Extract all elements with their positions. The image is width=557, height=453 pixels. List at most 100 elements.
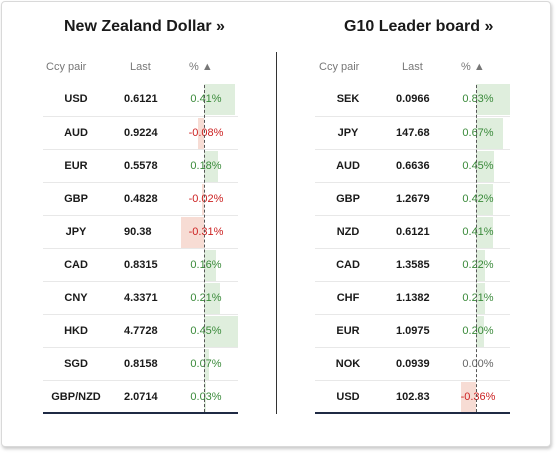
table-row[interactable]: EUR 0.5578 0.18% — [43, 149, 238, 182]
nzd-panel-title[interactable]: New Zealand Dollar » — [64, 18, 225, 35]
change-bar — [476, 217, 493, 248]
table-row[interactable]: USD 0.6121 0.41% — [43, 83, 238, 116]
pct-change-cell: 0.22% — [462, 259, 494, 271]
pct-change-cell: 0.41% — [190, 93, 222, 105]
table-row[interactable]: SGD 0.8158 0.07% — [43, 347, 238, 380]
table-row[interactable]: CAD 0.8315 0.16% — [43, 248, 238, 281]
change-bar — [476, 184, 494, 215]
ccy-pair-cell[interactable]: CHF — [336, 292, 360, 304]
zero-line — [476, 85, 477, 412]
pct-change-cell: 0.45% — [190, 325, 222, 337]
last-price-cell: 0.8158 — [124, 358, 158, 370]
table-row[interactable]: CAD 1.3585 0.22% — [315, 248, 510, 281]
change-bar — [476, 250, 485, 281]
ccy-pair-cell[interactable]: CAD — [336, 259, 360, 271]
last-price-cell: 0.5578 — [124, 160, 158, 172]
change-bar — [204, 151, 218, 182]
change-bar — [197, 118, 204, 149]
ccy-pair-cell[interactable]: GBP/NZD — [51, 391, 101, 403]
ccy-pair-cell[interactable]: USD — [336, 391, 360, 403]
last-price-cell: 0.8315 — [124, 259, 158, 271]
change-bar — [204, 84, 235, 115]
header-pct[interactable]: % ▲ — [189, 61, 213, 73]
change-bar — [180, 217, 204, 248]
table-row[interactable]: GBP 0.4828 -0.02% — [43, 182, 238, 215]
pct-change-cell: -0.36% — [460, 391, 496, 403]
nzd-table-body: USD 0.6121 0.41% AUD 0.9224 -0.08% EUR 0.5578 0.… — [43, 83, 238, 413]
header-ccy-pair[interactable]: Ccy pair — [319, 61, 360, 73]
pct-change-cell: 0.21% — [462, 292, 494, 304]
header-pct[interactable]: % ▲ — [461, 61, 485, 73]
table-row[interactable]: JPY 147.68 0.67% — [315, 116, 510, 149]
ccy-pair-cell[interactable]: SGD — [64, 358, 88, 370]
last-price-cell: 0.0966 — [396, 93, 430, 105]
ccy-pair-cell[interactable]: USD — [64, 93, 88, 105]
zero-line — [204, 85, 205, 412]
change-bar — [204, 349, 210, 380]
pct-change-cell: 0.03% — [190, 391, 222, 403]
ccy-pair-cell[interactable]: JPY — [337, 127, 359, 139]
pct-change-cell: 0.42% — [462, 193, 494, 205]
ccy-pair-cell[interactable]: AUD — [336, 160, 360, 172]
last-price-cell: 1.3585 — [396, 259, 430, 271]
ccy-pair-cell[interactable]: NZD — [336, 226, 360, 238]
ccy-pair-cell[interactable]: JPY — [65, 226, 87, 238]
last-price-cell: 0.6636 — [396, 160, 430, 172]
ccy-pair-cell[interactable]: GBP — [336, 193, 360, 205]
pct-change-cell: 0.83% — [462, 93, 494, 105]
last-price-cell: 0.6121 — [396, 226, 430, 238]
ccy-pair-cell[interactable]: CNY — [64, 292, 88, 304]
table-row[interactable]: CNY 4.3371 0.21% — [43, 281, 238, 314]
table-row[interactable]: JPY 90.38 -0.31% — [43, 215, 238, 248]
pct-change-cell: 0.16% — [190, 259, 222, 271]
pct-change-cell: 0.07% — [190, 358, 222, 370]
ccy-pair-cell[interactable]: HKD — [64, 325, 88, 337]
change-bar — [461, 382, 476, 413]
header-last[interactable]: Last — [130, 61, 151, 73]
table-row[interactable]: NZD 0.6121 0.41% — [315, 215, 510, 248]
change-bar — [476, 118, 504, 149]
table-bottom-rule — [43, 412, 238, 414]
pct-change-cell: 0.20% — [462, 325, 494, 337]
g10-panel-title[interactable]: G10 Leader board » — [344, 18, 494, 35]
table-row[interactable]: EUR 1.0975 0.20% — [315, 314, 510, 347]
ccy-pair-cell[interactable]: NOK — [335, 358, 361, 370]
panel-divider — [276, 52, 277, 414]
pct-change-cell: -0.02% — [188, 193, 224, 205]
table-row[interactable]: CHF 1.1382 0.21% — [315, 281, 510, 314]
ccy-pair-cell[interactable]: AUD — [64, 127, 88, 139]
last-price-cell: 147.68 — [396, 127, 430, 139]
header-ccy-pair[interactable]: Ccy pair — [46, 61, 87, 73]
header-last[interactable]: Last — [402, 61, 423, 73]
table-row[interactable]: SEK 0.0966 0.83% — [315, 83, 510, 116]
last-price-cell: 4.3371 — [124, 292, 158, 304]
change-bar — [476, 283, 485, 314]
last-price-cell: 102.83 — [396, 391, 430, 403]
pct-change-cell: -0.31% — [188, 226, 224, 238]
table-row[interactable]: GBP/NZD 2.0714 0.03% — [43, 380, 238, 413]
ccy-pair-cell[interactable]: EUR — [336, 325, 360, 337]
ccy-pair-cell[interactable]: SEK — [336, 93, 360, 105]
table-row[interactable]: AUD 0.9224 -0.08% — [43, 116, 238, 149]
pct-change-cell: -0.08% — [188, 127, 224, 139]
pct-change-cell: 0.45% — [462, 160, 494, 172]
pct-change-cell: 0.18% — [190, 160, 222, 172]
ccy-pair-cell[interactable]: EUR — [64, 160, 88, 172]
table-row[interactable]: GBP 1.2679 0.42% — [315, 182, 510, 215]
ccy-pair-cell[interactable]: CAD — [64, 259, 88, 271]
last-price-cell: 0.4828 — [124, 193, 158, 205]
change-bar — [476, 84, 510, 115]
table-row[interactable]: HKD 4.7728 0.45% — [43, 314, 238, 347]
last-price-cell: 0.9224 — [124, 127, 158, 139]
pct-change-cell: 0.67% — [462, 127, 494, 139]
g10-table-body: SEK 0.0966 0.83% JPY 147.68 0.67% AUD 0.6636 0.4… — [315, 83, 510, 413]
ccy-pair-cell[interactable]: GBP — [64, 193, 88, 205]
table-row[interactable]: AUD 0.6636 0.45% — [315, 149, 510, 182]
change-bar — [204, 316, 238, 347]
table-row[interactable]: USD 102.83 -0.36% — [315, 380, 510, 413]
pct-change-cell: 0.41% — [462, 226, 494, 238]
last-price-cell: 1.1382 — [396, 292, 430, 304]
last-price-cell: 1.2679 — [396, 193, 430, 205]
table-row[interactable]: NOK 0.0939 0.00% — [315, 347, 510, 380]
last-price-cell: 0.6121 — [124, 93, 158, 105]
